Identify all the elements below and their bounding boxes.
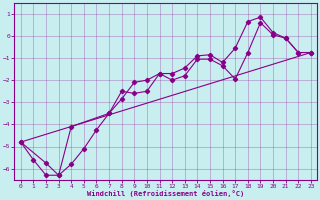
- X-axis label: Windchill (Refroidissement éolien,°C): Windchill (Refroidissement éolien,°C): [87, 190, 244, 197]
